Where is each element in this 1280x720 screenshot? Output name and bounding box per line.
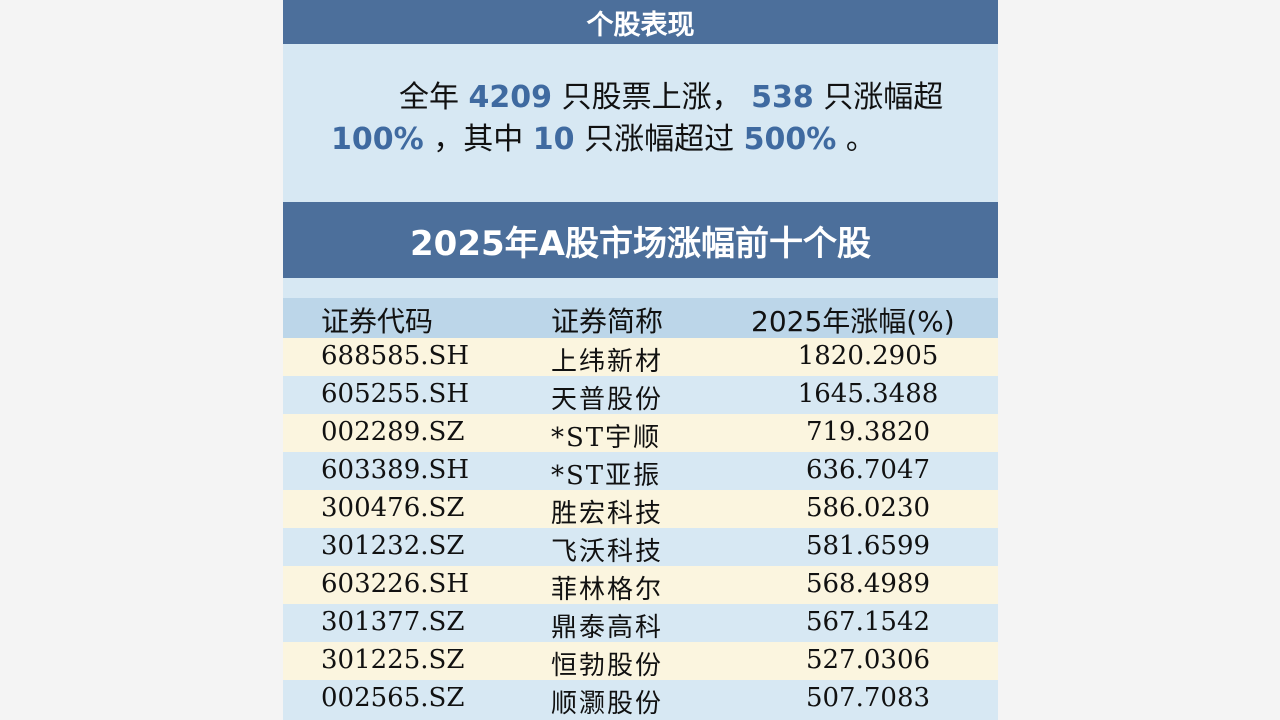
- table-row: 301377.SZ 鼎泰高科 567.1542: [283, 604, 998, 643]
- stock-gain: 581.6599: [805, 531, 931, 561]
- stock-gain: 507.7083: [805, 683, 931, 713]
- summary-line-2: 100% ，其中 10 只涨幅超过 500% 。: [331, 114, 876, 158]
- table-header-row: 证券代码 证券简称 2025年涨幅(%): [283, 298, 998, 338]
- summary-text: 只涨幅超过: [584, 122, 735, 157]
- stock-gain: 586.0230: [805, 493, 931, 523]
- stock-gain: 636.7047: [805, 455, 931, 485]
- table-row: 603226.SH 菲林格尔 568.4989: [283, 566, 998, 605]
- summary-text: 全年: [399, 80, 459, 115]
- table-title: 2025年A股市场涨幅前十个股: [283, 202, 998, 278]
- stock-name: *ST宇顺: [551, 423, 662, 453]
- stock-gain: 1820.2905: [797, 341, 939, 371]
- table-row: 301232.SZ 飞沃科技 581.6599: [283, 528, 998, 567]
- stock-gain: 1645.3488: [797, 379, 939, 409]
- summary-number-100pct: 100%: [331, 122, 424, 157]
- stock-code: 300476.SZ: [321, 493, 465, 523]
- column-header-gain: 2025年涨幅(%): [751, 305, 955, 338]
- summary-number-500pct: 500%: [743, 122, 837, 157]
- column-header-code: 证券代码: [321, 305, 434, 338]
- table-row: 605255.SH 天普股份 1645.3488: [283, 376, 998, 415]
- table-row: 300476.SZ 胜宏科技 586.0230: [283, 490, 998, 529]
- stock-gain: 719.3820: [805, 417, 931, 447]
- summary-number-over-500: 10: [532, 122, 575, 157]
- stock-name: 飞沃科技: [551, 537, 664, 567]
- summary-text: 只涨幅超: [823, 80, 944, 115]
- stock-gain: 527.0306: [805, 645, 931, 675]
- stock-gain: 568.4989: [805, 569, 931, 599]
- summary-number-over-100: 538: [751, 80, 814, 115]
- stock-code: 301377.SZ: [321, 607, 465, 637]
- stock-name: 顺灏股份: [551, 689, 664, 719]
- table-row: 301225.SZ 恒勃股份 527.0306: [283, 642, 998, 681]
- stock-code: 603226.SH: [321, 569, 470, 599]
- summary-number-rising: 4209: [468, 80, 553, 115]
- stock-name: 上纬新材: [551, 347, 664, 377]
- table-row: 002565.SZ 顺灏股份 507.7083: [283, 680, 998, 719]
- summary-text: 。: [845, 122, 876, 157]
- stock-name: 胜宏科技: [551, 499, 664, 529]
- stock-name: *ST亚振: [551, 461, 662, 491]
- stock-performance-panel: 个股表现 全年 4209 只股票上涨， 538 只涨幅超 100% ，其中 10…: [283, 0, 998, 720]
- stock-code: 688585.SH: [321, 341, 470, 371]
- stock-code: 605255.SH: [321, 379, 470, 409]
- stock-gain: 567.1542: [805, 607, 931, 637]
- stock-code: 002289.SZ: [321, 417, 465, 447]
- stock-code: 002565.SZ: [321, 683, 465, 713]
- summary-text: ，其中: [433, 122, 524, 157]
- stock-name: 鼎泰高科: [551, 613, 664, 643]
- stock-name: 菲林格尔: [551, 575, 664, 605]
- stock-name: 天普股份: [551, 385, 664, 415]
- stock-code: 301225.SZ: [321, 645, 465, 675]
- top-ten-table: 证券代码 证券简称 2025年涨幅(%) 688585.SH 上纬新材 1820…: [283, 278, 998, 720]
- table-row: 603389.SH *ST亚振 636.7047: [283, 452, 998, 491]
- table-row: 002289.SZ *ST宇顺 719.3820: [283, 414, 998, 453]
- section-title: 个股表现: [283, 0, 998, 44]
- summary-text: 只股票上涨，: [561, 80, 742, 115]
- summary-block: 全年 4209 只股票上涨， 538 只涨幅超 100% ，其中 10 只涨幅超…: [283, 44, 998, 202]
- stock-code: 301232.SZ: [321, 531, 465, 561]
- stock-code: 603389.SH: [321, 455, 470, 485]
- column-header-name: 证券简称: [551, 305, 664, 338]
- stock-name: 恒勃股份: [551, 651, 664, 681]
- summary-line-1: 全年 4209 只股票上涨， 538 只涨幅超: [399, 72, 943, 116]
- table-row: 688585.SH 上纬新材 1820.2905: [283, 338, 998, 377]
